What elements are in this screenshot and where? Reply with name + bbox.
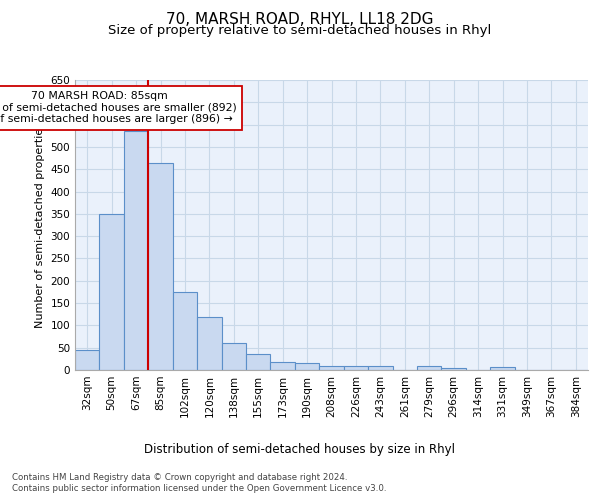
Y-axis label: Number of semi-detached properties: Number of semi-detached properties [35, 122, 45, 328]
Bar [197, 318, 221, 370]
Bar [295, 364, 319, 370]
Bar [442, 368, 466, 370]
Bar [368, 366, 392, 370]
Bar [344, 366, 368, 370]
Bar [221, 343, 246, 370]
Text: 70 MARSH ROAD: 85sqm
← 49% of semi-detached houses are smaller (892)
49% of semi: 70 MARSH ROAD: 85sqm ← 49% of semi-detac… [0, 91, 237, 124]
Text: Size of property relative to semi-detached houses in Rhyl: Size of property relative to semi-detach… [109, 24, 491, 37]
Text: Distribution of semi-detached houses by size in Rhyl: Distribution of semi-detached houses by … [145, 442, 455, 456]
Text: Contains public sector information licensed under the Open Government Licence v3: Contains public sector information licen… [12, 484, 386, 493]
Bar [148, 162, 173, 370]
Text: Contains HM Land Registry data © Crown copyright and database right 2024.: Contains HM Land Registry data © Crown c… [12, 472, 347, 482]
Bar [75, 350, 100, 370]
Bar [490, 367, 515, 370]
Bar [100, 214, 124, 370]
Text: 70, MARSH ROAD, RHYL, LL18 2DG: 70, MARSH ROAD, RHYL, LL18 2DG [166, 12, 434, 28]
Bar [417, 366, 442, 370]
Bar [319, 366, 344, 370]
Bar [271, 362, 295, 370]
Bar [124, 132, 148, 370]
Bar [173, 292, 197, 370]
Bar [246, 354, 271, 370]
